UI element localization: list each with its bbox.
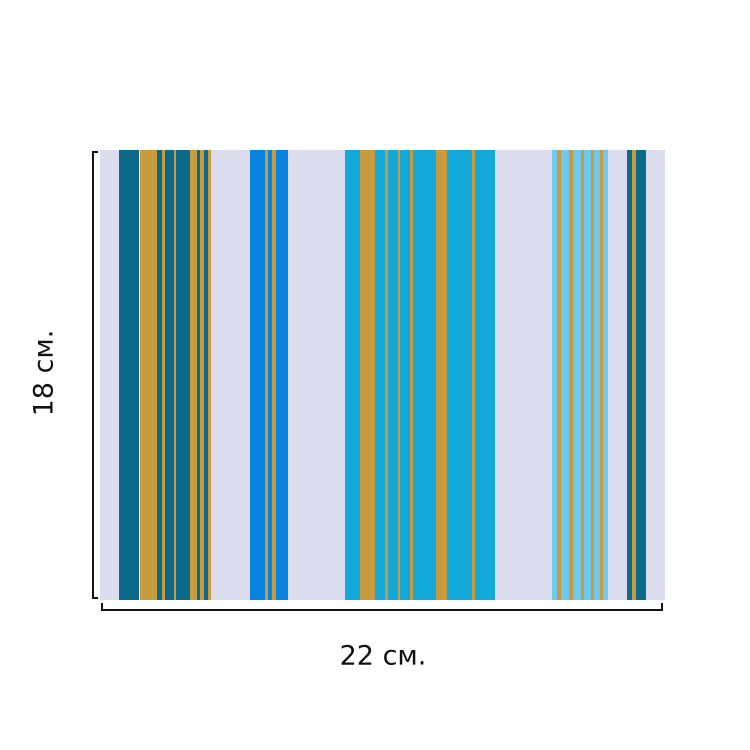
stripe bbox=[472, 150, 475, 600]
stripe bbox=[197, 150, 200, 600]
stripe bbox=[165, 150, 174, 600]
stripe bbox=[398, 150, 400, 600]
height-dimension bbox=[92, 151, 98, 599]
stripe bbox=[176, 150, 190, 600]
striped-paper bbox=[100, 150, 665, 600]
stripe bbox=[190, 150, 197, 600]
stripe bbox=[385, 150, 388, 600]
stripe bbox=[157, 150, 162, 600]
width-dimension bbox=[101, 603, 663, 611]
stripe bbox=[276, 150, 288, 600]
stripe bbox=[265, 150, 268, 600]
stripe bbox=[410, 150, 413, 600]
stripe bbox=[140, 150, 157, 600]
stripe bbox=[552, 150, 608, 600]
stripe bbox=[272, 150, 276, 600]
stripe bbox=[200, 150, 204, 600]
stripe bbox=[119, 150, 139, 600]
stripe bbox=[627, 150, 646, 600]
stripe bbox=[174, 150, 176, 600]
stripe bbox=[360, 150, 375, 600]
stripe bbox=[591, 150, 594, 600]
stripe bbox=[632, 150, 636, 600]
stripe bbox=[581, 150, 584, 600]
stripe bbox=[250, 150, 265, 600]
height-label: 18 см. bbox=[29, 330, 60, 417]
stripe bbox=[268, 150, 272, 600]
stripe bbox=[208, 150, 211, 600]
dimension-lines bbox=[92, 151, 663, 611]
stripe bbox=[162, 150, 165, 600]
stripe bbox=[436, 150, 447, 600]
stripe bbox=[204, 150, 208, 600]
stripe bbox=[569, 150, 573, 600]
stripe bbox=[557, 150, 561, 600]
width-label: 22 см. bbox=[340, 641, 427, 672]
stripe bbox=[600, 150, 603, 600]
